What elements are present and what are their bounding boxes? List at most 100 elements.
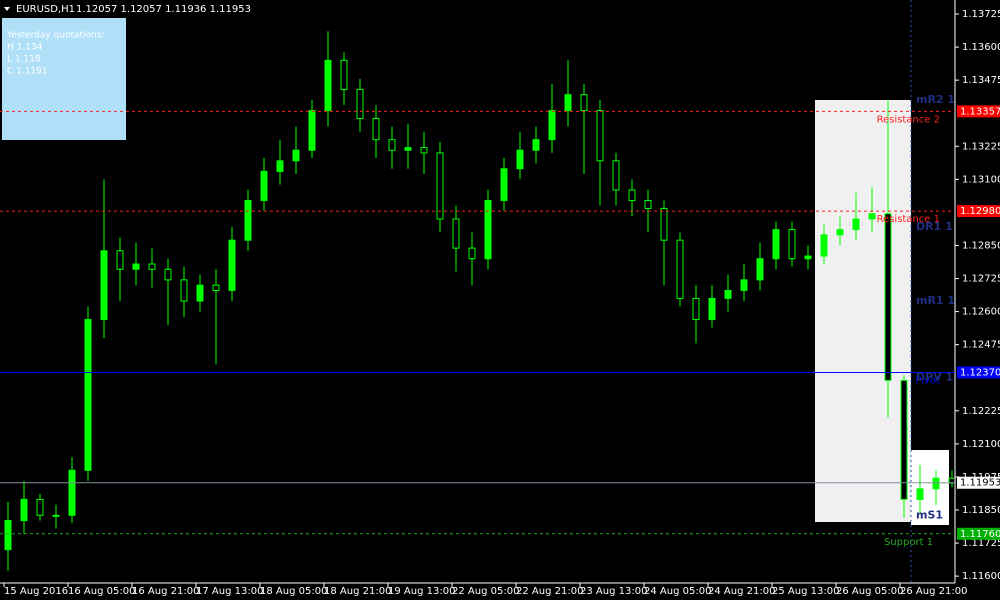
- info-line: L 1.118: [7, 55, 41, 65]
- level-tag-label: 1.12980: [960, 206, 1000, 217]
- quote: 1.12057 1.12057 1.11936 1.11953: [76, 4, 251, 15]
- level-tag-label: 1.13357: [960, 106, 1000, 117]
- candle-body: [196, 284, 204, 302]
- candle-body: [276, 160, 284, 172]
- x-tick-label: 18 Aug 21:00: [324, 586, 391, 597]
- candle-body: [100, 250, 108, 321]
- info-box: [2, 18, 126, 140]
- y-tick-label: 1.13725: [962, 9, 1000, 20]
- x-tick-label: 25 Aug 13:00: [772, 586, 839, 597]
- candle-body: [676, 239, 684, 299]
- candle-body: [820, 234, 828, 257]
- candle-body: [20, 498, 28, 522]
- candle-body: [580, 94, 588, 112]
- candle-body: [436, 152, 444, 220]
- candle-body: [228, 239, 236, 291]
- candle-body: [308, 110, 316, 151]
- x-tick-label: 16 Aug 21:00: [132, 586, 199, 597]
- candle-body: [740, 279, 748, 291]
- session-box: [815, 100, 911, 522]
- level-tag: [957, 205, 1000, 218]
- x-tick-label: 18 Aug 05:00: [260, 586, 327, 597]
- y-tick-label: 1.13225: [962, 141, 1000, 152]
- candle-body: [36, 498, 44, 516]
- candle-body: [884, 213, 892, 381]
- candle-body: [916, 488, 924, 500]
- y-tick-label: 1.13100: [962, 174, 1000, 185]
- candle-body: [244, 200, 252, 241]
- pivot-marker: mS1: [916, 508, 943, 521]
- x-tick-label: 26 Aug 21:00: [900, 586, 967, 597]
- y-tick-label: 1.11600: [962, 571, 1000, 582]
- pivot-marker: mR2 1: [916, 93, 955, 106]
- level-name: Resistance 2: [877, 114, 940, 125]
- x-tick-label: 22 Aug 05:00: [452, 586, 519, 597]
- candle-body: [452, 218, 460, 249]
- x-tick-label: 22 Aug 21:00: [516, 586, 583, 597]
- current-price-tag: [957, 476, 1000, 489]
- candle-body: [564, 94, 572, 112]
- candle-body: [372, 118, 380, 141]
- y-tick-label: 1.11725: [962, 538, 1000, 549]
- candle-body: [116, 250, 124, 270]
- candle-body: [484, 200, 492, 260]
- y-tick-label: 1.12600: [962, 307, 1000, 318]
- pivot-marker: mR1 1: [916, 294, 955, 307]
- candle-body: [404, 147, 412, 151]
- session-box-current: [911, 450, 949, 525]
- candle-body: [628, 189, 636, 202]
- candle-body: [212, 284, 220, 291]
- level-tag: [957, 527, 1000, 540]
- x-tick-label: 15 Aug 2016: [4, 586, 68, 597]
- candle-body: [68, 469, 76, 516]
- level-tag-label: 1.12370: [960, 367, 1000, 378]
- candle-body: [836, 229, 844, 236]
- y-tick-label: 1.13475: [962, 75, 1000, 86]
- plot: [4, 31, 956, 571]
- y-tick-label: 1.12225: [962, 406, 1000, 417]
- candle-body: [132, 263, 140, 270]
- x-tick-label: 19 Aug 13:00: [388, 586, 455, 597]
- candle-body: [644, 200, 652, 209]
- level-tag-label: 1.11760: [960, 529, 1000, 540]
- level-name: Resistance 1: [877, 214, 940, 225]
- candle-body: [548, 110, 556, 141]
- candle-body: [420, 147, 428, 154]
- candle-body: [324, 59, 332, 112]
- candle-body: [516, 149, 524, 170]
- candle-body: [532, 139, 540, 151]
- y-tick-label: 1.12850: [962, 240, 1000, 251]
- candle-body: [84, 319, 92, 471]
- level-name: Pivot: [915, 375, 940, 386]
- candle-body: [900, 379, 908, 500]
- candle-body: [948, 477, 956, 484]
- candle-body: [660, 207, 668, 241]
- candle-body: [692, 297, 700, 321]
- y-tick-label: 1.12725: [962, 274, 1000, 285]
- candle-body: [788, 229, 796, 260]
- y-tick-label: 1.11850: [962, 505, 1000, 516]
- candle-body: [388, 139, 396, 151]
- pivot-marker: DPV 1: [916, 371, 953, 384]
- candle-body: [724, 289, 732, 299]
- candle-body: [4, 520, 12, 551]
- y-tick-label: 1.13600: [962, 42, 1000, 53]
- menu-arrow[interactable]: [4, 7, 10, 11]
- candle-body: [292, 149, 300, 162]
- info-line: H 1.134: [7, 43, 43, 53]
- candle-body: [260, 170, 268, 202]
- candle-body: [164, 268, 172, 281]
- x-tick-label: 24 Aug 21:00: [708, 586, 775, 597]
- y-tick-label: 1.12475: [962, 340, 1000, 351]
- level-tag: [957, 366, 1000, 379]
- candle-body: [756, 258, 764, 281]
- candle-body: [356, 88, 364, 120]
- candle-body: [932, 477, 940, 490]
- candle-body: [772, 229, 780, 260]
- x-tick-label: 24 Aug 05:00: [644, 586, 711, 597]
- info-title: Yesterday quotations:: [6, 31, 104, 41]
- candle-body: [868, 213, 876, 220]
- candle-body: [500, 168, 508, 202]
- candle-body: [708, 297, 716, 321]
